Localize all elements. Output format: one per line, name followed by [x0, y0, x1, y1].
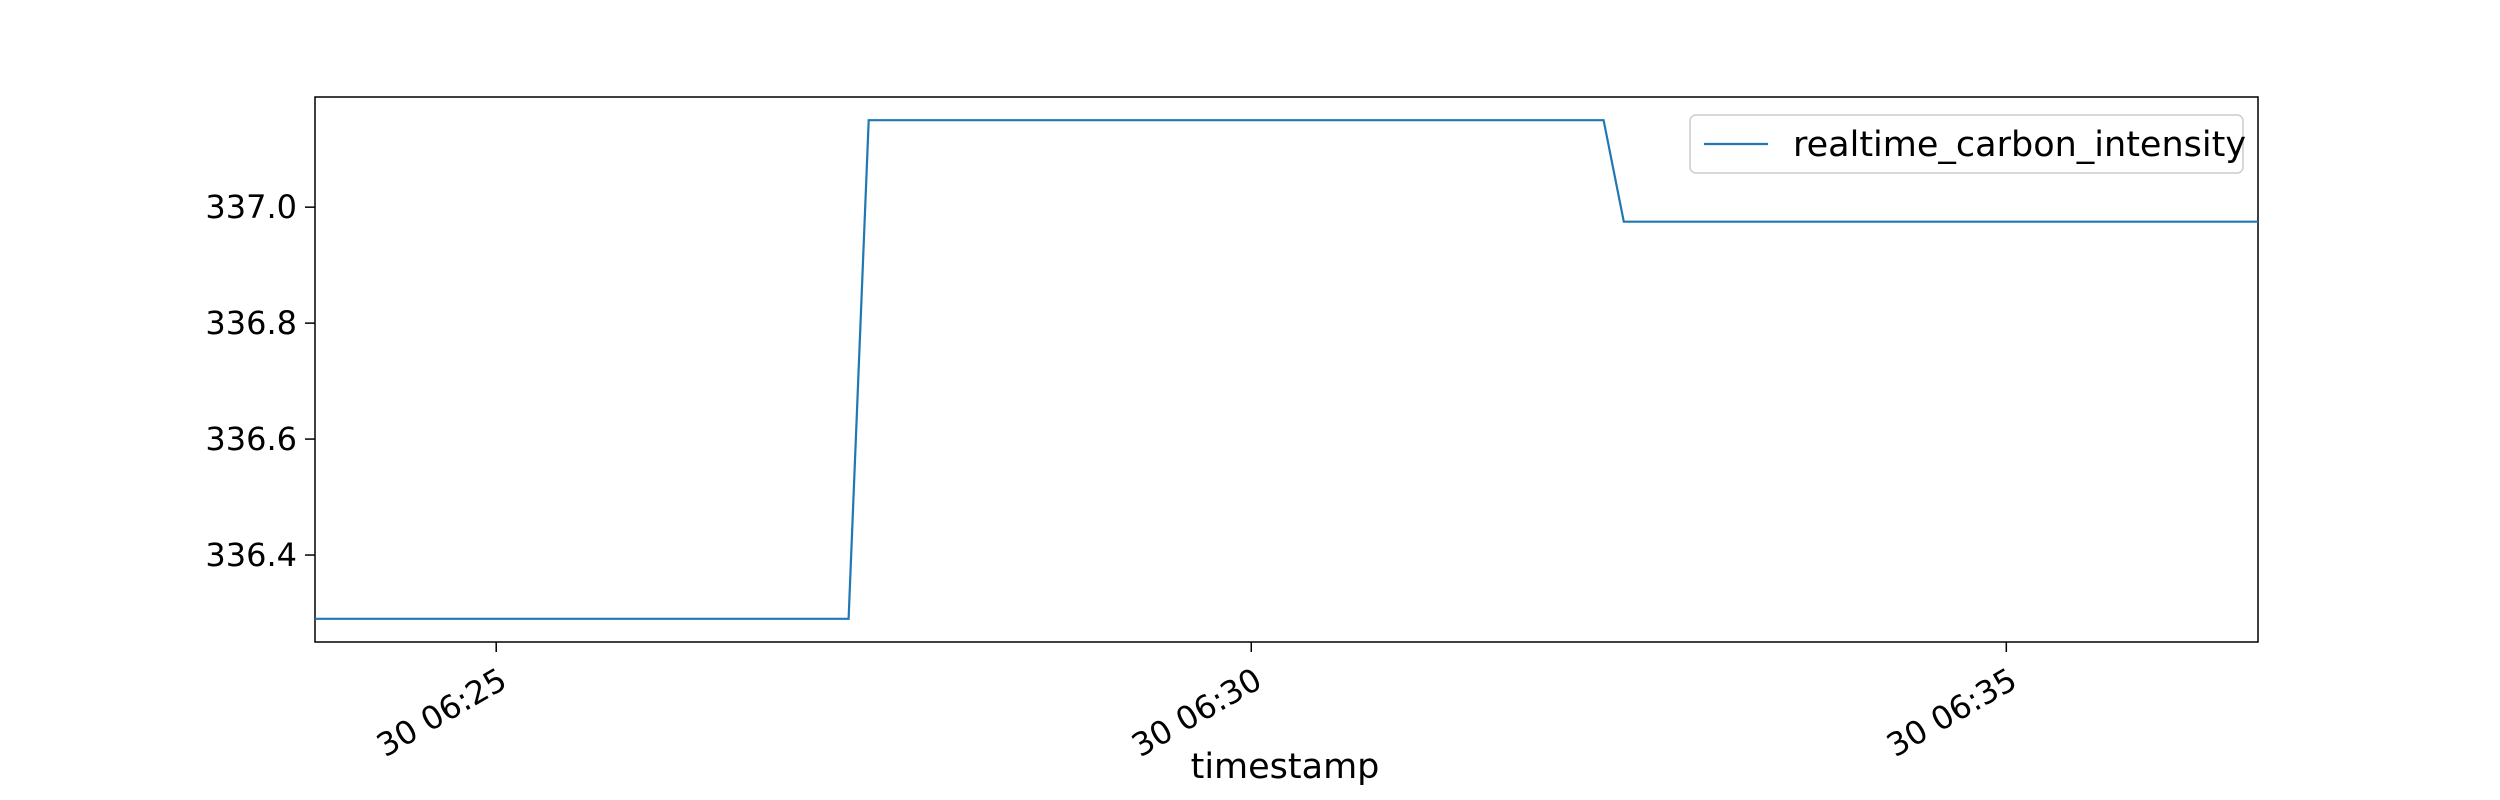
- x-axis-title: timestamp: [1191, 747, 1380, 787]
- axes-frame: [314, 96, 2259, 643]
- series-line-realtime-carbon-intensity: [315, 119, 2258, 620]
- plot-area: [314, 96, 2259, 643]
- legend-label: realtime_carbon_intensity: [1793, 125, 2246, 165]
- y-tick-label: 336.8: [205, 304, 297, 342]
- legend-box: [1689, 114, 2244, 174]
- y-axis: 336.4 336.6 336.8 337.0: [205, 188, 315, 574]
- y-tick-label: 336.4: [205, 536, 297, 574]
- y-tick-label: 337.0: [205, 188, 297, 226]
- legend: realtime_carbon_intensity: [1689, 114, 2246, 174]
- y-tick-label: 336.6: [205, 420, 297, 458]
